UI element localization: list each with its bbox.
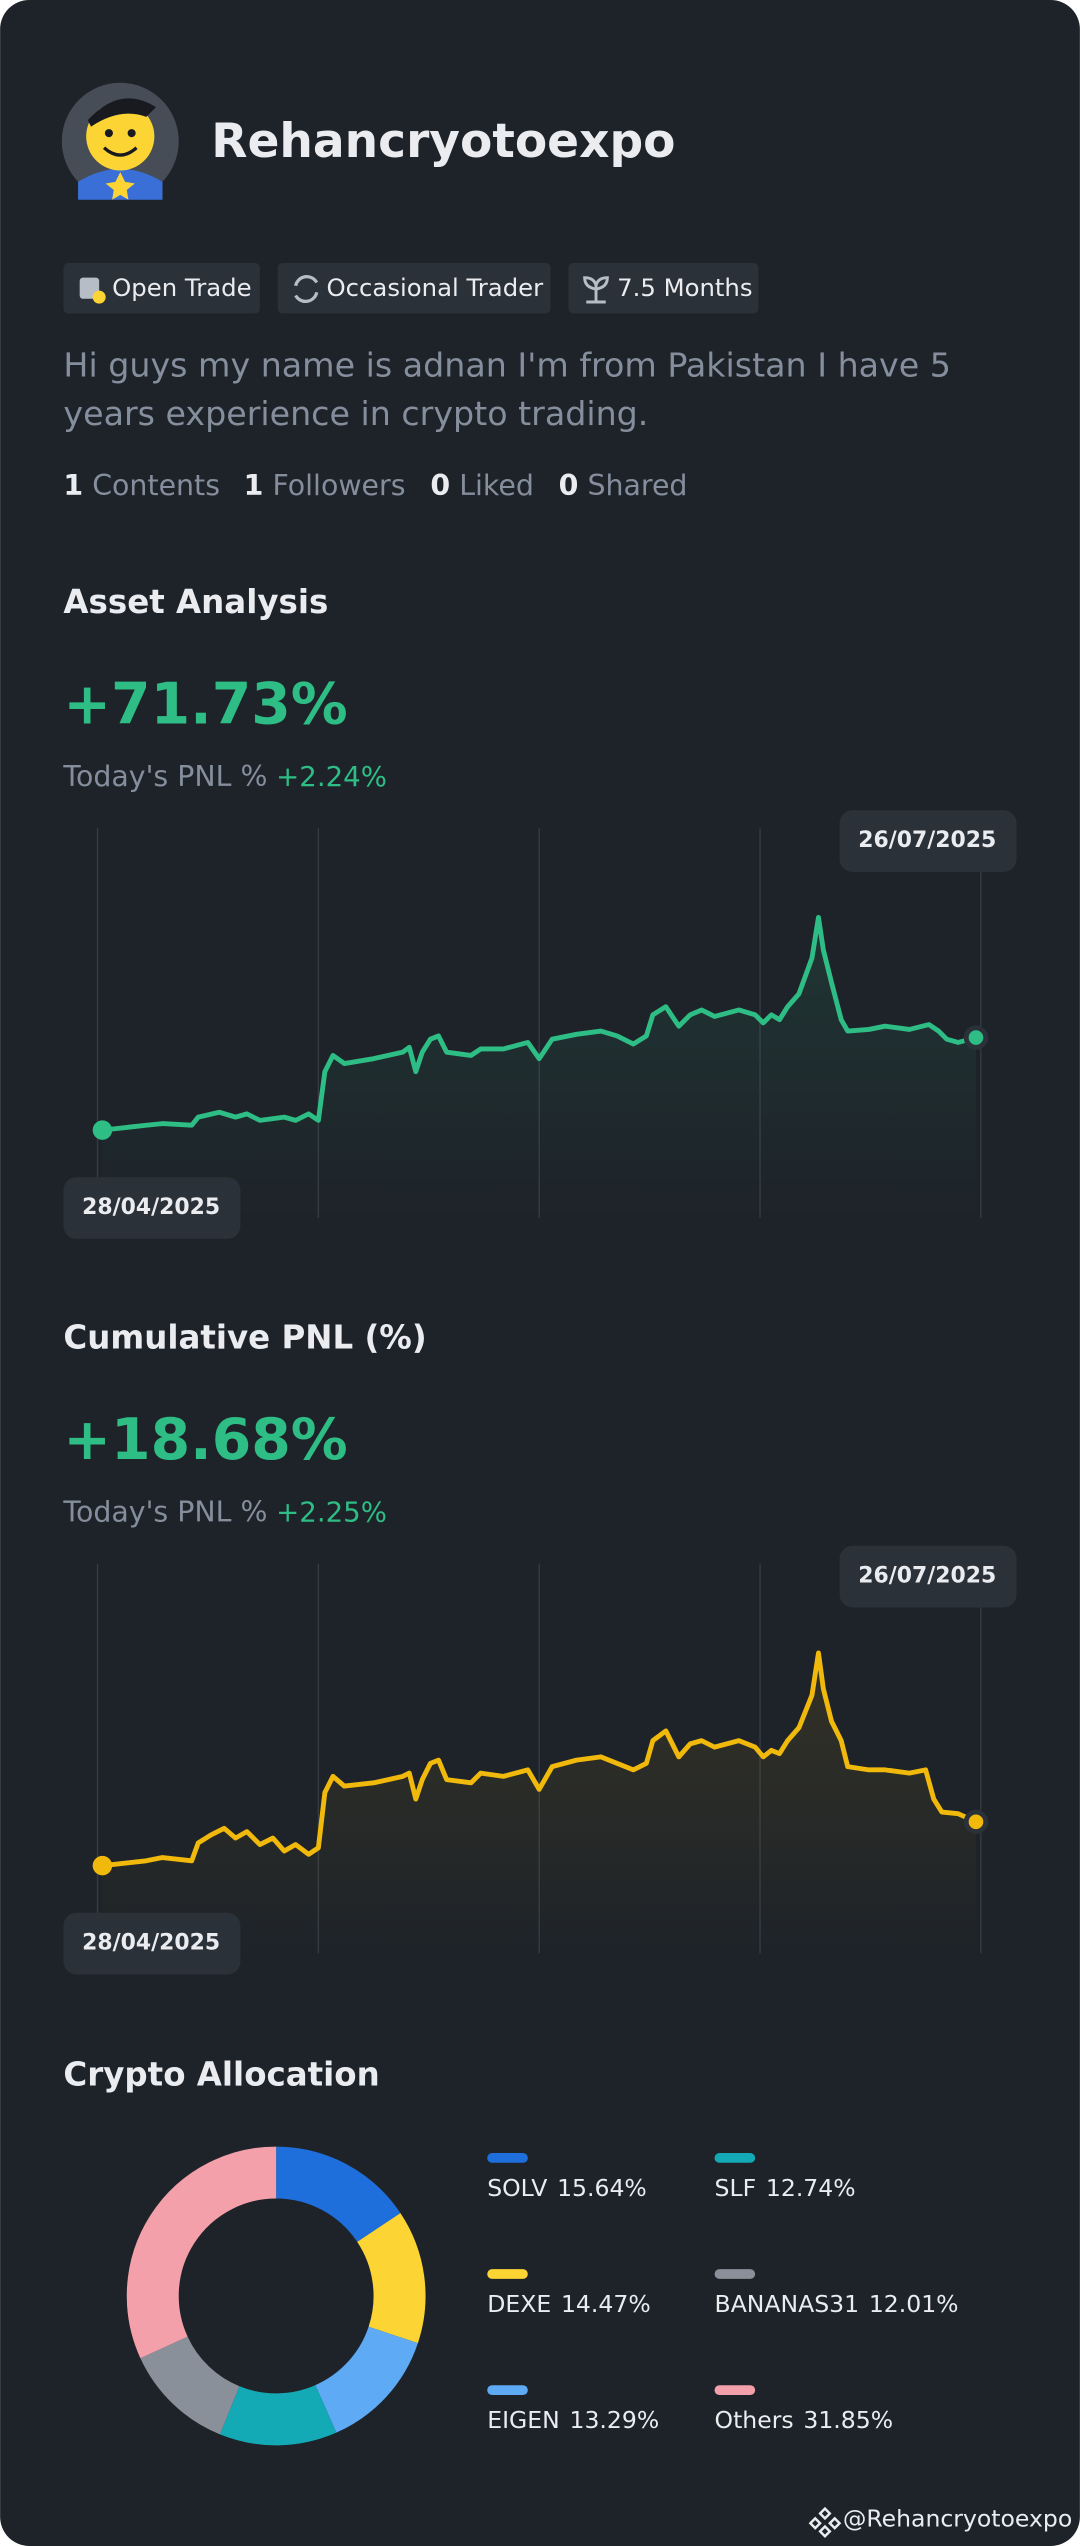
footer-logo bbox=[808, 2506, 842, 2538]
tag: Open Trade bbox=[63, 263, 260, 314]
pnl-label: Today's PNL % bbox=[62, 760, 267, 793]
line-area bbox=[102, 917, 976, 1218]
bio-line: years experience in crypto trading. bbox=[63, 394, 648, 433]
stat-label: Shared bbox=[587, 469, 687, 502]
pnl-value: +2.24% bbox=[276, 760, 387, 793]
donut-segment bbox=[126, 2146, 277, 2359]
stat: 0 Shared bbox=[559, 469, 688, 502]
legend-label: BANANAS31 bbox=[715, 2289, 860, 2317]
avatar bbox=[61, 82, 179, 200]
date-badge bbox=[839, 810, 1017, 872]
legend-item: Others 31.85% bbox=[715, 2405, 894, 2433]
legend-item: BANANAS31 12.01% bbox=[715, 2289, 959, 2317]
legend-value: 12.74% bbox=[766, 2173, 856, 2201]
footer-handle: @Rehancryotoexpo bbox=[843, 2505, 1072, 2533]
legend-value: 13.29% bbox=[569, 2405, 659, 2433]
legend: SOLV 15.64% DEXE 14.47% EIGEN 13.29% SLF 12.74%… bbox=[487, 2153, 959, 2433]
section-title: Cumulative PNL (%) bbox=[63, 1319, 426, 1357]
legend-value: 14.47% bbox=[561, 2289, 651, 2317]
line bbox=[102, 1650, 977, 1869]
legend-item: SLF 12.74% bbox=[715, 2173, 856, 2201]
legend-value: 12.01% bbox=[869, 2289, 959, 2317]
legend-swatch bbox=[487, 2385, 528, 2395]
stat-label: Followers bbox=[272, 469, 405, 502]
stat-label: Liked bbox=[459, 469, 534, 502]
legend-value: 15.64% bbox=[557, 2173, 647, 2201]
legend-label: DEXE bbox=[487, 2289, 551, 2317]
bio-line: Hi guys my name is adnan I'm from Pakist… bbox=[63, 345, 951, 384]
stat-label: Contents bbox=[92, 469, 220, 502]
line-dot bbox=[963, 1809, 989, 1834]
legend-label: SOLV bbox=[487, 2173, 547, 2201]
donut-segment bbox=[140, 2335, 241, 2435]
stat-count: 0 bbox=[559, 469, 579, 502]
tag: 7.5 Months bbox=[568, 263, 759, 314]
legend-value: 31.85% bbox=[803, 2405, 893, 2433]
profile-name: Rehancryotoexpo bbox=[211, 114, 675, 169]
line bbox=[102, 914, 977, 1133]
legend-swatch bbox=[714, 2385, 756, 2395]
legend-swatch bbox=[714, 2269, 756, 2279]
date-badge bbox=[63, 1912, 241, 1975]
tag-label: 7.5 Months bbox=[617, 273, 752, 302]
date-badge bbox=[63, 1177, 241, 1239]
date-label: 26/07/2025 bbox=[858, 1564, 996, 1589]
legend-item: SOLV 15.64% bbox=[487, 2173, 647, 2201]
donut-segment bbox=[356, 2213, 426, 2344]
date-badge bbox=[839, 1545, 1017, 1608]
section-title: Crypto Allocation bbox=[63, 2056, 379, 2094]
stat-count: 1 bbox=[63, 469, 83, 502]
tag: Occasional Trader bbox=[277, 263, 551, 314]
pnl-value: +2.25% bbox=[276, 1495, 387, 1528]
legend-item: DEXE 14.47% bbox=[487, 2289, 650, 2317]
legend-item: EIGEN 13.29% bbox=[487, 2405, 659, 2433]
donut-segment bbox=[219, 2384, 337, 2446]
pnl-label: Today's PNL % bbox=[62, 1495, 267, 1528]
stat: 1 Contents bbox=[63, 469, 220, 502]
date-label: 28/04/2025 bbox=[82, 1195, 220, 1220]
donut bbox=[126, 2146, 426, 2446]
line-area bbox=[102, 1652, 976, 1954]
tag-label: Open Trade bbox=[112, 273, 251, 302]
stat: 0 Liked bbox=[430, 469, 533, 502]
legend-swatch bbox=[487, 2153, 528, 2163]
legend-label: EIGEN bbox=[487, 2405, 560, 2433]
legend-label: SLF bbox=[715, 2173, 757, 2201]
line-dot bbox=[92, 1120, 113, 1140]
line-dot bbox=[92, 1855, 113, 1876]
big-value: +71.73% bbox=[63, 672, 347, 738]
stat-count: 0 bbox=[430, 469, 450, 502]
donut-segment bbox=[275, 2146, 401, 2243]
date-label: 26/07/2025 bbox=[858, 828, 996, 853]
line-dot bbox=[963, 1025, 989, 1050]
legend-label: Others bbox=[715, 2405, 794, 2433]
legend-swatch bbox=[714, 2153, 756, 2163]
donut-segment bbox=[314, 2325, 418, 2433]
legend-swatch bbox=[487, 2269, 528, 2279]
stat-count: 1 bbox=[244, 469, 264, 502]
tag-label: Occasional Trader bbox=[326, 273, 544, 302]
date-label: 28/04/2025 bbox=[82, 1931, 220, 1956]
section-title: Asset Analysis bbox=[63, 583, 328, 621]
big-value: +18.68% bbox=[63, 1407, 347, 1473]
stat: 1 Followers bbox=[244, 469, 406, 502]
